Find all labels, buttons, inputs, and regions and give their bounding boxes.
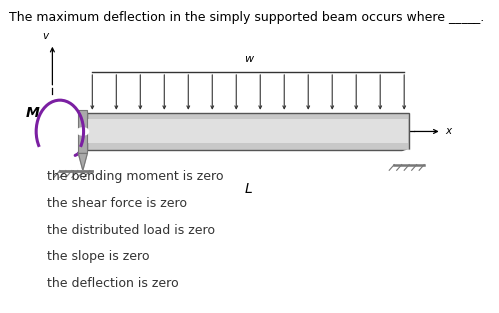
Circle shape (400, 150, 418, 162)
Text: the bending moment is zero: the bending moment is zero (47, 170, 224, 183)
Text: x: x (445, 126, 451, 136)
Text: The maximum deflection in the simply supported beam occurs where _____.: The maximum deflection in the simply sup… (9, 11, 484, 24)
Circle shape (21, 226, 33, 234)
FancyBboxPatch shape (87, 113, 409, 150)
Text: w: w (244, 54, 253, 64)
Text: the distributed load is zero: the distributed load is zero (47, 223, 216, 237)
Text: the deflection is zero: the deflection is zero (47, 277, 179, 290)
FancyBboxPatch shape (88, 120, 408, 143)
Text: L: L (245, 182, 252, 196)
Circle shape (21, 253, 33, 260)
Circle shape (77, 128, 89, 135)
Text: the shear force is zero: the shear force is zero (47, 197, 188, 210)
FancyBboxPatch shape (78, 110, 87, 153)
Polygon shape (78, 153, 87, 170)
Circle shape (21, 200, 33, 207)
Text: v: v (42, 31, 48, 41)
Text: the slope is zero: the slope is zero (47, 250, 150, 263)
Text: M: M (25, 106, 39, 120)
Circle shape (21, 280, 33, 287)
Circle shape (21, 173, 33, 181)
